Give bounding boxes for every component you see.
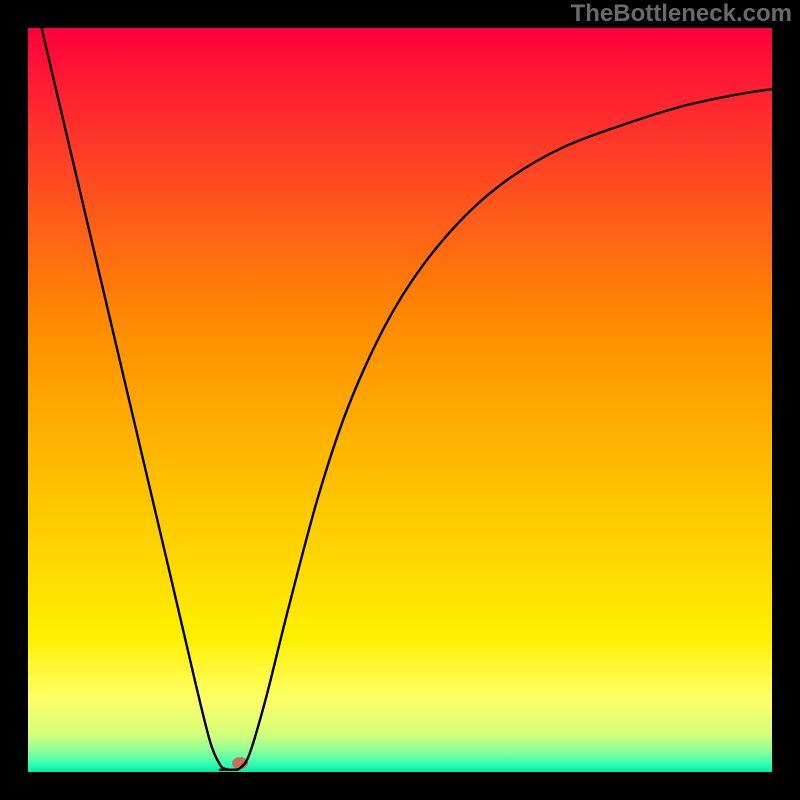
bottleneck-curve	[28, 0, 772, 770]
watermark-text: TheBottleneck.com	[571, 0, 792, 28]
figure-stage: TheBottleneck.com	[0, 0, 800, 800]
curve-layer	[0, 0, 800, 800]
